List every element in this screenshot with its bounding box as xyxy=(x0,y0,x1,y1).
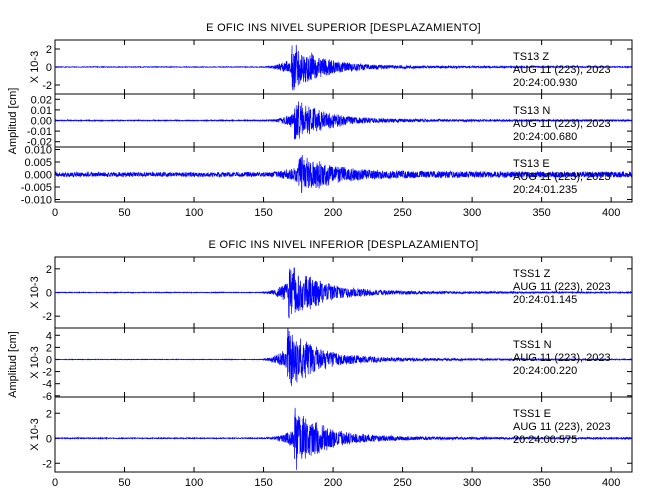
chart-title-2: E OFIC INS NIVEL INFERIOR [DESPLAZAMIENT… xyxy=(209,239,479,251)
scale-label: X 10-3 xyxy=(29,418,41,450)
x-tick-label: 200 xyxy=(324,207,342,219)
y-tick-label: 0 xyxy=(46,433,52,445)
y-tick-label: 0 xyxy=(46,354,52,366)
station-annotation: TSS1 N xyxy=(513,339,552,351)
x-tick-label: 150 xyxy=(254,207,272,219)
waveform-trace xyxy=(54,328,633,387)
y-tick-label: 4 xyxy=(46,330,52,342)
x-tick-label: 400 xyxy=(602,477,620,489)
x-tick-label: 0 xyxy=(52,207,58,219)
station-annotation: 20:24:00.220 xyxy=(513,365,577,377)
station-annotation: 20:24:00.930 xyxy=(513,77,577,89)
y-tick-label: -2 xyxy=(42,80,52,92)
scale-label: X 10-3 xyxy=(29,51,41,83)
scale-label: X 10-3 xyxy=(29,276,41,308)
y-tick-label: 2 xyxy=(46,342,52,354)
x-tick-label: 0 xyxy=(52,477,58,489)
waveform-trace xyxy=(54,407,633,470)
y-tick-label: -2 xyxy=(42,311,52,323)
y-tick-label: -0.010 xyxy=(21,195,52,207)
x-tick-label: 400 xyxy=(602,207,620,219)
y-tick-label: 0.02 xyxy=(31,94,52,106)
x-tick-label: 350 xyxy=(532,477,550,489)
waveform-trace xyxy=(54,44,633,91)
y-tick-label: 2 xyxy=(46,264,52,276)
station-annotation: TSS1 E xyxy=(513,408,551,420)
station-annotation: TSS1 Z xyxy=(513,268,551,280)
x-tick-label: 250 xyxy=(393,477,411,489)
x-tick-label: 250 xyxy=(393,207,411,219)
station-annotation: TS13 Z xyxy=(513,51,549,63)
y-tick-label: 0.000 xyxy=(24,170,52,182)
waveform-trace xyxy=(54,154,633,193)
station-annotation: AUG 11 (223), 2023 xyxy=(513,64,611,76)
y-tick-label: -0.02 xyxy=(27,137,52,149)
x-tick-label: 150 xyxy=(254,477,272,489)
y-tick-label: 0 xyxy=(46,288,52,300)
y-axis-label-2: Amplitud [cm] xyxy=(7,331,19,398)
chart-title-1: E OFIC INS NIVEL SUPERIOR [DESPLAZAMIENT… xyxy=(206,22,481,34)
y-tick-label: -6 xyxy=(42,391,52,403)
y-tick-label: -2 xyxy=(42,458,52,470)
y-tick-label: -4 xyxy=(42,379,52,391)
station-annotation: AUG 11 (223), 2023 xyxy=(513,118,611,130)
station-annotation: 20:24:01.235 xyxy=(513,184,577,196)
y-tick-label: 2 xyxy=(46,408,52,420)
station-annotation: AUG 11 (223), 2023 xyxy=(513,281,611,293)
station-annotation: 20:24:00.680 xyxy=(513,131,577,143)
panel-frame xyxy=(54,396,633,473)
station-annotation: 20:24:00.575 xyxy=(513,434,577,446)
waveform-trace xyxy=(54,101,633,140)
x-tick-label: 300 xyxy=(463,477,481,489)
x-tick-label: 350 xyxy=(532,207,550,219)
x-tick-label: 200 xyxy=(324,477,342,489)
x-tick-label: 100 xyxy=(185,207,203,219)
y-tick-label: -0.005 xyxy=(21,182,52,194)
station-annotation: TS13 N xyxy=(513,105,550,117)
y-tick-label: 0.01 xyxy=(31,105,52,117)
y-tick-label: -0.01 xyxy=(27,126,52,138)
scale-label: X 10-3 xyxy=(29,346,41,378)
y-tick-label: 0.00 xyxy=(31,116,52,128)
station-annotation: 20:24:01.145 xyxy=(513,294,577,306)
y-tick-label: 0.005 xyxy=(24,157,52,169)
station-annotation: AUG 11 (223), 2023 xyxy=(513,421,611,433)
station-annotation: AUG 11 (223), 2023 xyxy=(513,171,611,183)
x-tick-label: 50 xyxy=(118,207,130,219)
x-tick-label: 50 xyxy=(118,477,130,489)
station-annotation: TS13 E xyxy=(513,158,550,170)
y-tick-label: -2 xyxy=(42,367,52,379)
x-tick-label: 300 xyxy=(463,207,481,219)
y-tick-label: 0 xyxy=(46,62,52,74)
y-axis-label-1: Amplitud [cm] xyxy=(7,88,19,155)
station-annotation: AUG 11 (223), 2023 xyxy=(513,352,611,364)
y-tick-label: 2 xyxy=(46,44,52,56)
waveform-trace xyxy=(54,267,633,319)
y-tick-label: 0.010 xyxy=(24,145,52,157)
x-tick-label: 100 xyxy=(185,477,203,489)
